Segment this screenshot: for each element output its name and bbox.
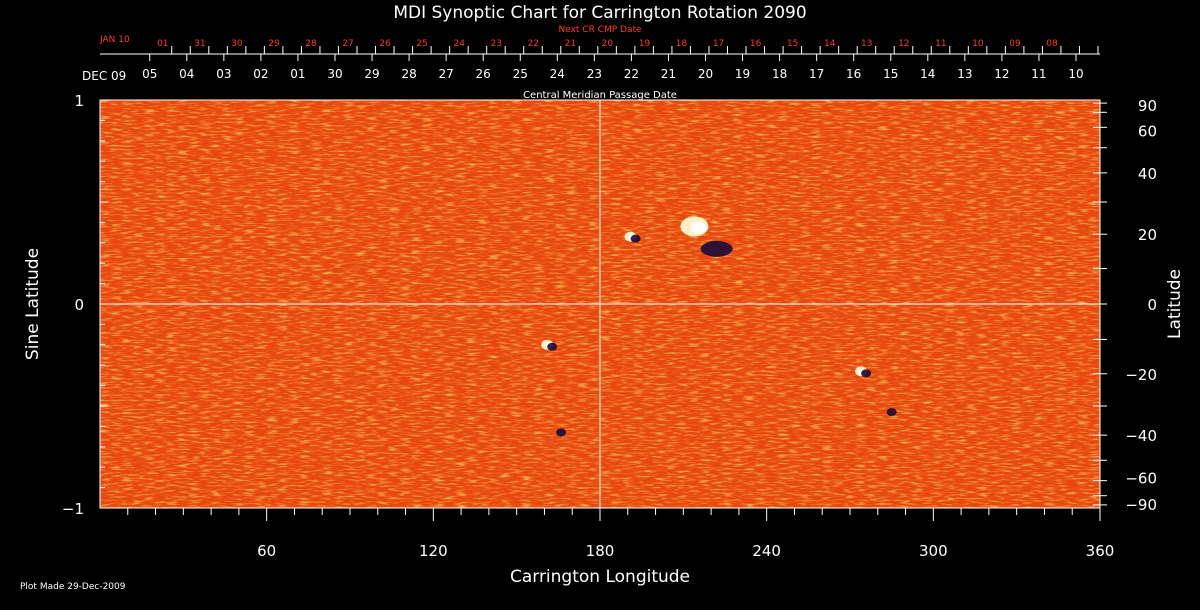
negative-flux-patch bbox=[861, 369, 872, 378]
next-cr-date-label: 18 bbox=[676, 39, 688, 49]
cmp-date-label: 28 bbox=[401, 67, 416, 81]
cmp-date-label: 25 bbox=[513, 67, 528, 81]
cmp-date-label: 14 bbox=[920, 67, 935, 81]
cmp-date-label: 02 bbox=[253, 67, 268, 81]
cmp-date-label: 20 bbox=[698, 67, 713, 81]
next-cr-date-label: 15 bbox=[787, 39, 798, 49]
cmp-start-label: DEC 09 bbox=[82, 69, 126, 83]
negative-flux-patch bbox=[886, 408, 897, 417]
next-cr-date-label: 30 bbox=[231, 39, 243, 49]
next-cr-date-label: 08 bbox=[1046, 39, 1058, 49]
next-cr-label: Next CR CMP Date bbox=[558, 25, 642, 35]
right-tick-label: 90 bbox=[1138, 97, 1157, 115]
cmp-date-label: 26 bbox=[476, 67, 491, 81]
cmp-date-label: 22 bbox=[624, 67, 639, 81]
cmp-date-label: 19 bbox=[735, 67, 750, 81]
active-regions bbox=[541, 216, 897, 437]
cmp-date-label: 15 bbox=[883, 67, 898, 81]
right-axis-ticks: 90 60 40 20 0 −20 −40 −60 −90 bbox=[1093, 97, 1157, 514]
next-cr-date-label: 23 bbox=[491, 39, 502, 49]
cmp-date-label: 29 bbox=[364, 67, 379, 81]
negative-flux-patch bbox=[556, 428, 567, 437]
next-cr-date-label: 24 bbox=[453, 39, 465, 49]
cmp-date-label: 03 bbox=[216, 67, 231, 81]
cmp-date-label: 12 bbox=[994, 67, 1009, 81]
x-tick-label: 300 bbox=[919, 542, 948, 560]
next-cr-date-label: 20 bbox=[602, 39, 614, 49]
cmp-date-label: 21 bbox=[661, 67, 676, 81]
next-cr-date-label: 25 bbox=[416, 39, 427, 49]
x-axis-ticks: 60 120 180 240 300 360 bbox=[127, 508, 1115, 560]
negative-flux-patch bbox=[700, 240, 733, 257]
right-tick-label: 0 bbox=[1147, 296, 1157, 314]
right-tick-label: 60 bbox=[1138, 122, 1157, 140]
next-cr-date-ticks: 01 31 30 29 28 27 26 25 24 23 22 21 20 19 18 17 16 15 14 13… bbox=[157, 39, 1099, 54]
left-tick-label: 0 bbox=[74, 296, 84, 314]
negative-flux-patch bbox=[547, 342, 558, 351]
cmp-axis-label: Central Meridian Passage Date bbox=[523, 90, 677, 101]
x-axis-label: Carrington Longitude bbox=[510, 567, 690, 587]
cmp-date-label: 16 bbox=[846, 67, 861, 81]
right-tick-label: 20 bbox=[1138, 226, 1157, 244]
right-tick-label: −90 bbox=[1125, 496, 1157, 514]
next-cr-date-label: 01 bbox=[157, 39, 168, 49]
next-cr-date-label: 31 bbox=[194, 39, 205, 49]
x-tick-label: 180 bbox=[586, 542, 615, 560]
positive-flux-core bbox=[690, 221, 707, 234]
cmp-date-label: 05 bbox=[142, 67, 157, 81]
cmp-date-label: 24 bbox=[550, 67, 565, 81]
x-tick-label: 120 bbox=[419, 542, 448, 560]
right-tick-label: −60 bbox=[1125, 470, 1157, 488]
next-cr-date-label: 09 bbox=[1009, 39, 1021, 49]
left-axis-label: Sine Latitude bbox=[23, 248, 43, 360]
chart-title: MDI Synoptic Chart for Carrington Rotati… bbox=[393, 3, 806, 23]
left-tick-label: −1 bbox=[62, 500, 84, 518]
right-tick-label: −40 bbox=[1125, 427, 1157, 445]
next-cr-date-label: 10 bbox=[972, 39, 984, 49]
x-tick-label: 240 bbox=[752, 542, 781, 560]
x-tick-label: 60 bbox=[257, 542, 276, 560]
cmp-date-label: 10 bbox=[1068, 67, 1083, 81]
cmp-date-label: 18 bbox=[772, 67, 787, 81]
next-cr-date-label: 21 bbox=[565, 39, 576, 49]
next-cr-date-label: 14 bbox=[824, 39, 836, 49]
next-cr-date-label: 29 bbox=[268, 39, 280, 49]
cmp-date-label: 04 bbox=[179, 67, 194, 81]
next-cr-date-label: 11 bbox=[935, 39, 946, 49]
right-tick-label: −20 bbox=[1125, 366, 1157, 384]
next-cr-date-label: 22 bbox=[528, 39, 539, 49]
right-axis-label: Latitude bbox=[1165, 269, 1185, 339]
x-tick-label: 360 bbox=[1086, 542, 1115, 560]
cmp-date-label: 17 bbox=[809, 67, 824, 81]
cmp-date-ticks: 05 04 03 02 01 30 29 28 27 26 25 24 23 22 21 20 19 18 17 16… bbox=[142, 54, 1084, 81]
next-cr-date-label: 13 bbox=[861, 39, 872, 49]
next-cr-date-label: 17 bbox=[713, 39, 724, 49]
left-axis-ticks: 1 0 −1 bbox=[62, 92, 112, 518]
cmp-date-label: 23 bbox=[587, 67, 602, 81]
next-cr-date-label: 27 bbox=[342, 39, 353, 49]
cmp-date-label: 30 bbox=[327, 67, 342, 81]
left-tick-label: 1 bbox=[74, 92, 84, 110]
next-cr-start-label: JAN 10 bbox=[99, 35, 130, 45]
negative-flux-patch bbox=[630, 234, 641, 243]
footer-note: Plot Made 29-Dec-2009 bbox=[20, 582, 126, 592]
cmp-date-label: 11 bbox=[1031, 67, 1046, 81]
next-cr-date-label: 28 bbox=[305, 39, 317, 49]
cmp-date-label: 13 bbox=[957, 67, 972, 81]
next-cr-date-label: 16 bbox=[750, 39, 762, 49]
next-cr-date-label: 12 bbox=[898, 39, 909, 49]
next-cr-date-label: 26 bbox=[379, 39, 391, 49]
cmp-date-label: 01 bbox=[290, 67, 305, 81]
next-cr-date-label: 19 bbox=[639, 39, 651, 49]
cmp-date-label: 27 bbox=[439, 67, 454, 81]
right-tick-label: 40 bbox=[1138, 165, 1157, 183]
